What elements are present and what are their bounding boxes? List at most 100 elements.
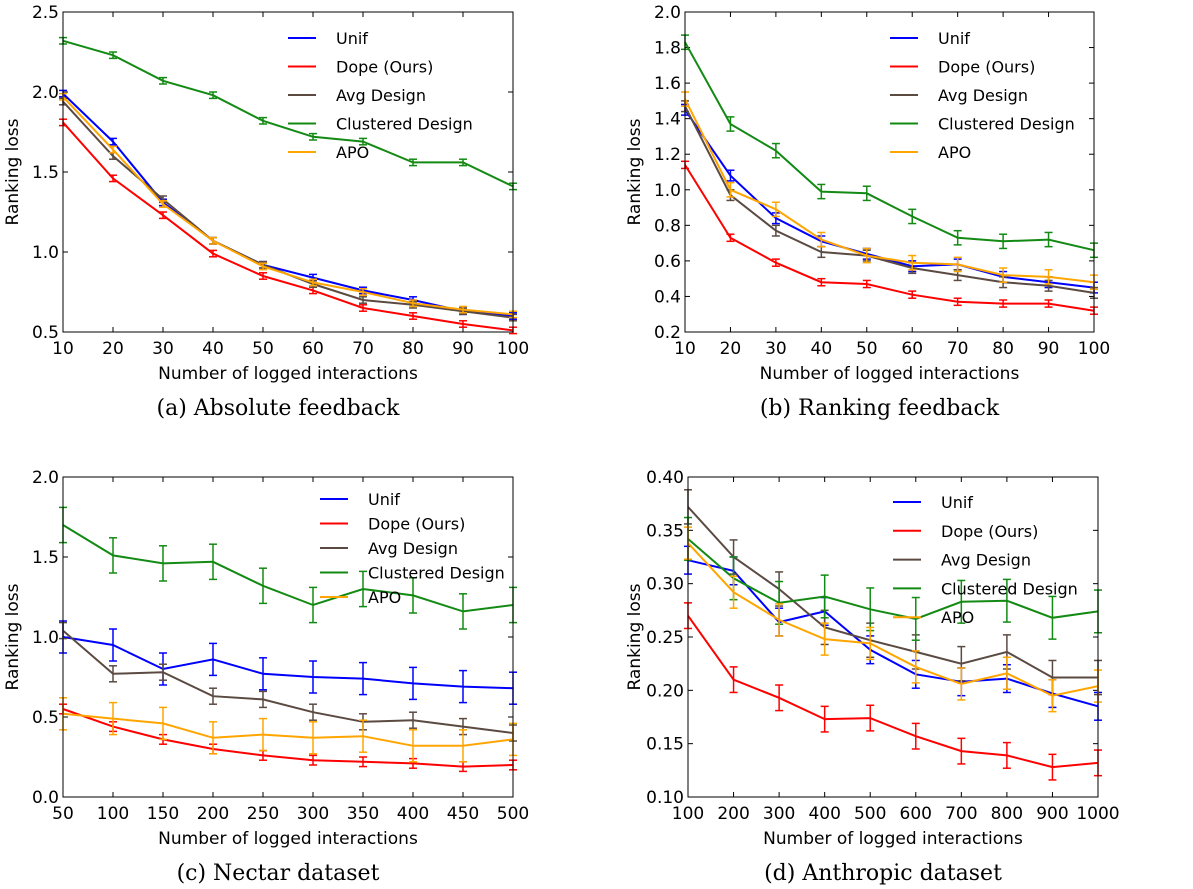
y-tick-label: 1.0	[654, 181, 681, 201]
legend-label: Unif	[941, 493, 973, 512]
series-clustered-design	[681, 34, 1098, 259]
x-tick-label: 1000	[1076, 804, 1119, 824]
x-tick-label: 80	[402, 339, 424, 359]
legend-label: Dope (Ours)	[336, 58, 433, 77]
y-tick-label: 2.0	[32, 83, 59, 103]
x-tick-label: 10	[674, 339, 696, 359]
y-tick-label: 0.35	[646, 521, 684, 541]
legend-label: APO	[336, 143, 369, 162]
legend-label: Clustered Design	[938, 115, 1075, 134]
x-tick-label: 80	[992, 339, 1014, 359]
x-axis-label: Number of logged interactions	[760, 364, 1020, 384]
series-clustered-design	[59, 36, 517, 191]
x-tick-label: 60	[302, 339, 324, 359]
series-avg-design	[59, 621, 517, 742]
series-line	[684, 105, 1095, 294]
legend-label: Avg Design	[368, 539, 458, 558]
x-tick-label: 500	[854, 804, 886, 824]
series-unif	[684, 545, 1102, 721]
x-tick-label: 20	[720, 339, 742, 359]
series-line	[687, 542, 1099, 697]
x-tick-label: 350	[347, 804, 379, 824]
legend-label: APO	[938, 143, 971, 162]
x-tick-label: 40	[811, 339, 833, 359]
x-axis-label: Number of logged interactions	[158, 829, 418, 849]
x-axis-label: Number of logged interactions	[158, 364, 418, 384]
plot-frame	[687, 476, 1099, 798]
legend-label: Avg Design	[336, 86, 426, 105]
x-tick-label: 70	[352, 339, 374, 359]
series-line	[684, 41, 1095, 252]
x-tick-label: 400	[808, 804, 840, 824]
x-tick-label: 400	[397, 804, 429, 824]
legend-label: APO	[941, 608, 974, 627]
y-axis-label: Ranking loss	[625, 118, 645, 225]
x-tick-label: 500	[497, 804, 529, 824]
x-tick-label: 200	[197, 804, 229, 824]
x-tick-label: 800	[991, 804, 1023, 824]
y-axis-label: Ranking loss	[625, 583, 645, 690]
series-dope-ours	[59, 703, 517, 773]
subplot-c: 50 100 150 200 250 300 350 400 450 500 0.0 0.5 1.0 1.…	[3, 468, 529, 886]
legend-label: Dope (Ours)	[938, 58, 1035, 77]
series-line	[62, 629, 514, 734]
y-tick-label: 1.2	[654, 145, 681, 165]
series-dope-ours	[59, 118, 517, 335]
legend-label: Avg Design	[938, 86, 1028, 105]
x-tick-label: 90	[452, 339, 474, 359]
series-line	[684, 98, 1095, 284]
y-tick-label: 0.5	[32, 708, 59, 728]
series-line	[62, 636, 514, 690]
series-line	[62, 100, 514, 319]
y-tick-label: 1.5	[32, 548, 59, 568]
series-clustered-design	[684, 516, 1102, 641]
series-line	[687, 538, 1099, 620]
y-tick-label: 0.15	[646, 735, 684, 755]
x-tick-label: 300	[297, 804, 329, 824]
series-line	[62, 96, 514, 316]
y-tick-label: 0.40	[646, 468, 684, 488]
series-dope-ours	[681, 160, 1098, 315]
series-line	[687, 559, 1099, 708]
plot-frame	[62, 476, 514, 798]
x-tick-label: 700	[945, 804, 977, 824]
plot-frame	[62, 11, 514, 333]
x-tick-label: 60	[901, 339, 923, 359]
y-tick-label: 2.5	[32, 3, 59, 23]
y-axis-label: Ranking loss	[3, 583, 23, 690]
x-tick-label: 200	[717, 804, 749, 824]
x-tick-label: 40	[202, 339, 224, 359]
legend-label: Clustered Design	[941, 579, 1078, 598]
y-tick-label: 1.0	[32, 628, 59, 648]
x-axis-label: Number of logged interactions	[763, 829, 1023, 849]
legend-label: Unif	[336, 29, 368, 48]
y-tick-label: 0.25	[646, 628, 684, 648]
series-apo	[59, 697, 517, 763]
subplot-b: 10 20 30 40 50 60 70 80 90 100 0.2 0.4 0.6 0.8 1.0 1.2 1…	[625, 3, 1110, 421]
y-tick-label: 0.0	[32, 788, 59, 808]
x-tick-label: 30	[765, 339, 787, 359]
series-line	[62, 121, 514, 332]
subplot-caption: (d) Anthropic dataset	[764, 861, 1002, 886]
subplot-a: 10 20 30 40 50 60 70 80 90 100 0.5 1.0 1.5 2.0 2.5 Unif…	[3, 3, 529, 421]
x-tick-label: 20	[102, 339, 124, 359]
y-tick-label: 1.6	[654, 74, 681, 94]
x-tick-label: 30	[152, 339, 174, 359]
x-tick-label: 600	[900, 804, 932, 824]
y-tick-label: 0.30	[646, 575, 684, 595]
legend-label: Dope (Ours)	[941, 522, 1038, 541]
y-tick-label: 0.5	[32, 323, 59, 343]
x-tick-label: 300	[763, 804, 795, 824]
subplot-caption: (a) Absolute feedback	[157, 396, 401, 421]
series-line	[62, 39, 514, 188]
subplot-caption: (c) Nectar dataset	[177, 861, 380, 886]
y-tick-label: 0.10	[646, 788, 684, 808]
series-line	[687, 615, 1099, 769]
series-line	[62, 708, 514, 768]
x-tick-label: 100	[1078, 339, 1110, 359]
y-tick-label: 0.2	[654, 323, 681, 343]
x-tick-label: 100	[497, 339, 529, 359]
y-tick-label: 0.8	[654, 216, 681, 236]
y-tick-label: 2.0	[32, 468, 59, 488]
